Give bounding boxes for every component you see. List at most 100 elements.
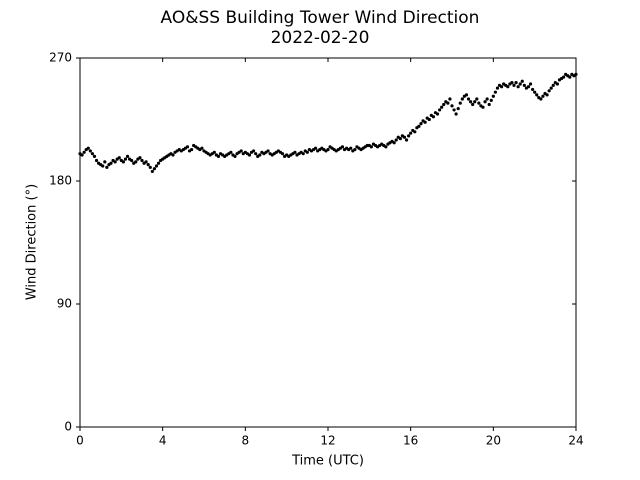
data-point [448, 97, 452, 101]
data-point [481, 105, 485, 109]
data-point [280, 152, 285, 156]
data-point [458, 101, 462, 105]
data-point [545, 93, 549, 97]
x-tick-label: 0 [76, 434, 84, 448]
data-point [212, 150, 216, 154]
data-point [171, 153, 175, 157]
data-point [427, 117, 431, 122]
data-point [533, 90, 537, 94]
data-point [423, 120, 427, 124]
chart-subtitle: 2022-02-20 [271, 28, 370, 48]
data-point [493, 90, 497, 94]
data-point [512, 83, 516, 87]
data-point [485, 97, 489, 101]
data-point [384, 145, 388, 149]
data-point [551, 83, 555, 87]
data-point [113, 160, 117, 164]
data-point [514, 81, 518, 85]
x-tick-label: 12 [320, 434, 335, 448]
data-point [156, 161, 161, 165]
data-point [431, 115, 435, 119]
data-point [464, 93, 469, 97]
x-tick-label: 8 [242, 434, 250, 448]
x-tick-label: 24 [568, 434, 583, 448]
data-point [438, 108, 442, 112]
data-point [94, 158, 99, 163]
data-point [489, 98, 493, 102]
data-point [154, 164, 159, 168]
data-point [150, 169, 154, 174]
data-point [148, 165, 152, 169]
data-point [456, 106, 460, 111]
data-point [301, 152, 305, 156]
data-point [239, 149, 243, 153]
data-point [528, 82, 533, 86]
data-point [442, 102, 446, 107]
data-point [466, 97, 471, 101]
data-point [473, 100, 477, 104]
data-point [103, 160, 107, 164]
data-point [146, 163, 150, 167]
x-axis-label: Time (UTC) [291, 454, 364, 469]
data-point [190, 147, 194, 152]
data-point [450, 104, 454, 108]
data-point [487, 102, 491, 107]
y-axis-label: Wind Direction (°) [25, 184, 40, 300]
data-point [349, 146, 353, 150]
data-point [353, 147, 357, 152]
data-point [469, 100, 473, 104]
data-point [547, 89, 551, 93]
data-point [417, 124, 421, 128]
data-point [125, 154, 130, 158]
y-tick-label: 180 [49, 174, 72, 188]
data-point [510, 81, 514, 85]
data-point [413, 130, 417, 134]
data-point [555, 82, 560, 86]
data-point [419, 122, 423, 126]
data-point [340, 145, 345, 149]
data-point [541, 94, 545, 98]
data-point [152, 167, 156, 171]
data-point [454, 112, 458, 116]
data-point [326, 147, 330, 152]
data-point [252, 149, 256, 153]
y-tick-label: 270 [49, 51, 72, 65]
data-point [452, 108, 456, 112]
data-point [568, 75, 572, 79]
data-point [254, 152, 258, 156]
data-point [90, 152, 94, 156]
data-point [539, 97, 543, 101]
y-tick-label: 0 [64, 420, 72, 434]
data-point [92, 154, 97, 158]
data-point [535, 93, 539, 97]
data-point [404, 138, 409, 142]
chart-title: AO&SS Building Tower Wind Direction [161, 8, 480, 28]
data-point [394, 138, 398, 142]
data-point [247, 153, 252, 157]
data-point [140, 158, 144, 163]
x-tick-label: 16 [403, 434, 418, 448]
data-point [88, 149, 92, 153]
data-point [229, 150, 233, 154]
data-point [477, 101, 481, 105]
data-point [144, 160, 148, 164]
data-point [86, 146, 90, 150]
data-point [105, 165, 109, 169]
data-point [392, 141, 396, 145]
data-point [526, 85, 531, 89]
data-point [82, 150, 86, 154]
data-point [506, 85, 510, 89]
data-point [130, 158, 134, 163]
data-point [216, 154, 221, 158]
data-point [435, 112, 440, 116]
data-point [398, 137, 402, 141]
data-point [495, 86, 500, 90]
data-point [574, 72, 578, 76]
data-point [446, 101, 450, 105]
data-point [138, 156, 142, 160]
data-point [101, 164, 105, 168]
data-point [531, 87, 535, 92]
data-point [407, 134, 411, 138]
data-point [520, 79, 524, 83]
data-point [123, 157, 128, 161]
